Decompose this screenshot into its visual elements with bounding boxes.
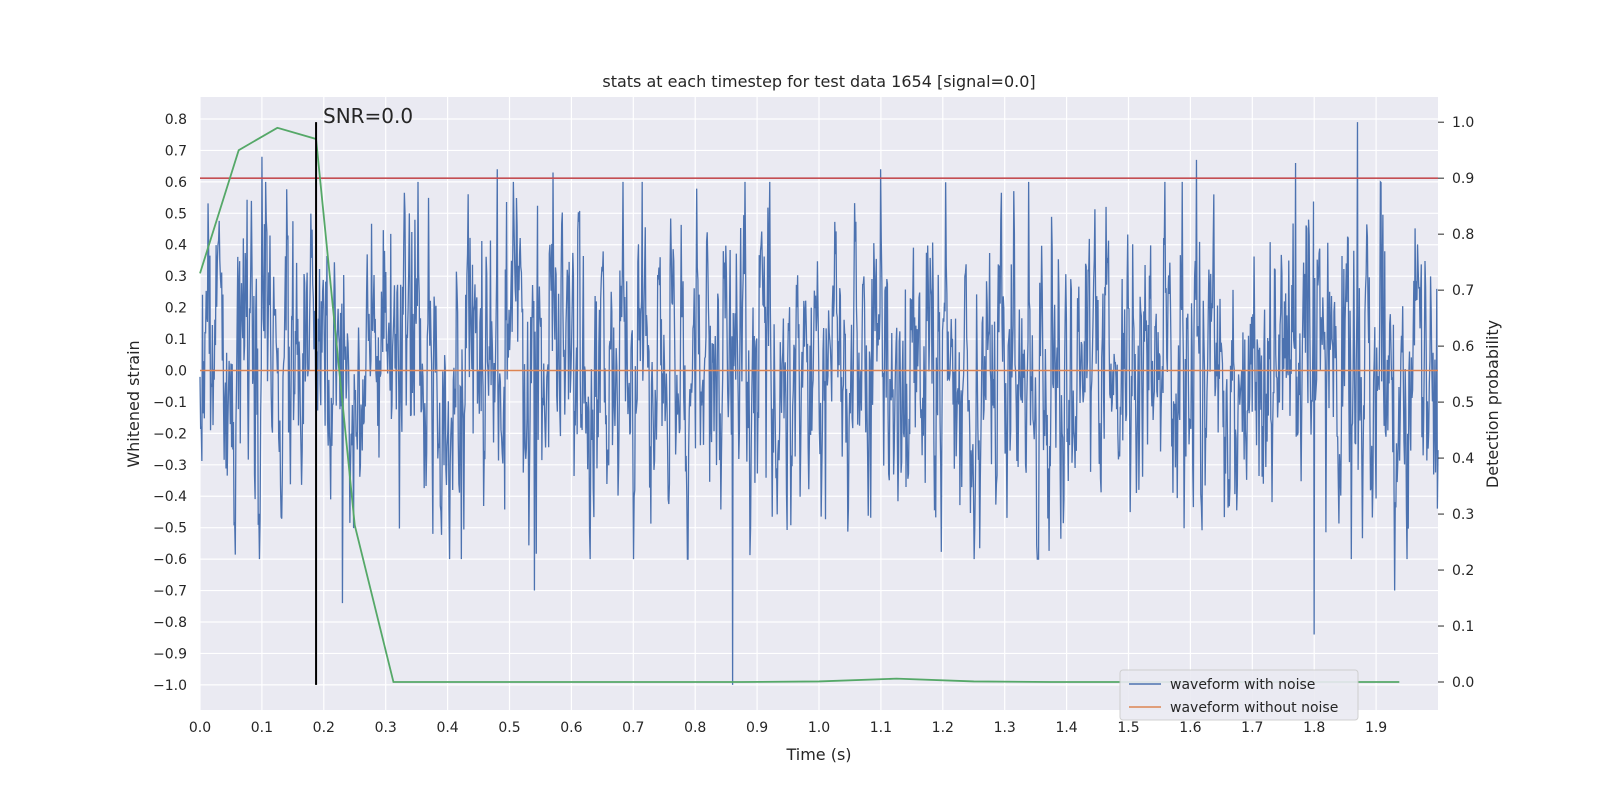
y-left-tick-label: −0.3: [153, 458, 187, 474]
y-axis-title-right: Detection probability: [1483, 320, 1502, 488]
y-left-tick-label: 0.2: [165, 301, 187, 317]
x-tick-label: 1.3: [994, 720, 1016, 736]
x-tick-label: 1.7: [1241, 720, 1263, 736]
y-left-tick-label: 0.8: [165, 112, 187, 128]
y-right-tick-label: 1.0: [1452, 115, 1474, 131]
x-tick-label: 0.2: [313, 720, 335, 736]
y-left-tick-label: 0.3: [165, 269, 187, 285]
y-right-tick-label: 0.2: [1452, 563, 1474, 579]
x-axis-title: Time (s): [785, 745, 851, 764]
y-left-tick-label: 0.1: [165, 332, 187, 348]
y-left-tick-label: −0.7: [153, 584, 187, 600]
y-left-tick-label: −0.8: [153, 615, 187, 631]
y-left-tick-label: 0.6: [165, 175, 187, 191]
x-tick-label: 1.8: [1303, 720, 1325, 736]
y-right-tick-label: 0.8: [1452, 227, 1474, 243]
x-tick-label: 0.0: [189, 720, 211, 736]
y-left-tick-label: −0.2: [153, 426, 187, 442]
tick-labels: 0.0 0.1 0.2 0.3 0.4 0.5 0.6 0.7 0.8 0.9 1.0 1.1 1.2 1…: [153, 112, 1474, 736]
x-tick-label: 0.8: [684, 720, 706, 736]
y-right-tick-label: 0.9: [1452, 171, 1474, 187]
x-tick-label: 0.4: [436, 720, 458, 736]
y-left-tick-label: −0.6: [153, 552, 187, 568]
x-tick-label: 0.9: [746, 720, 768, 736]
waveform-with-noise-line: [199, 122, 1439, 685]
y-left-tick-label: 0.5: [165, 206, 187, 222]
x-tick-label: 1.1: [870, 720, 892, 736]
x-tick-label: 0.7: [622, 720, 644, 736]
y-left-tick-label: −0.9: [153, 646, 187, 662]
y-left-tick-label: −1.0: [153, 678, 187, 694]
y-right-tick-label: 0.7: [1452, 283, 1474, 299]
y-right-tick-label: 0.5: [1452, 395, 1474, 411]
x-tick-label: 1.0: [808, 720, 830, 736]
x-tick-label: 1.9: [1365, 720, 1387, 736]
legend-box: [1119, 669, 1359, 721]
snr-annotation: SNR=0.0: [323, 104, 413, 128]
y-right-tick-label: 0.6: [1452, 339, 1474, 355]
x-tick-label: 1.4: [1055, 720, 1077, 736]
legend: waveform with noise waveform without noi…: [1119, 669, 1359, 721]
x-tick-label: 1.2: [932, 720, 954, 736]
y-right-tick-label: 0.3: [1452, 507, 1474, 523]
x-tick-label: 0.3: [375, 720, 397, 736]
y-left-tick-label: 0.4: [165, 238, 187, 254]
y-left-tick-label: −0.1: [153, 395, 187, 411]
y-right-tick-label: 0.0: [1452, 675, 1474, 691]
x-tick-label: 0.5: [498, 720, 520, 736]
series-waveform-with-noise: [199, 122, 1439, 685]
chart-title: stats at each timestep for test data 165…: [602, 72, 1035, 91]
y-left-tick-label: 0.0: [165, 363, 187, 379]
y-right-tick-label: 0.1: [1452, 619, 1474, 635]
x-tick-label: 1.6: [1179, 720, 1201, 736]
x-tick-label: 1.5: [1117, 720, 1139, 736]
y-left-tick-label: −0.5: [153, 521, 187, 537]
y-left-tick-label: 0.7: [165, 143, 187, 159]
x-tick-label: 0.1: [251, 720, 273, 736]
legend-label-clean: waveform without noise: [1170, 700, 1338, 716]
legend-label-noise: waveform with noise: [1170, 677, 1315, 693]
y-axis-title-left: Whitened strain: [124, 340, 143, 467]
y-right-tick-label: 0.4: [1452, 451, 1474, 467]
x-tick-label: 0.6: [560, 720, 582, 736]
y-left-tick-label: −0.4: [153, 489, 187, 505]
